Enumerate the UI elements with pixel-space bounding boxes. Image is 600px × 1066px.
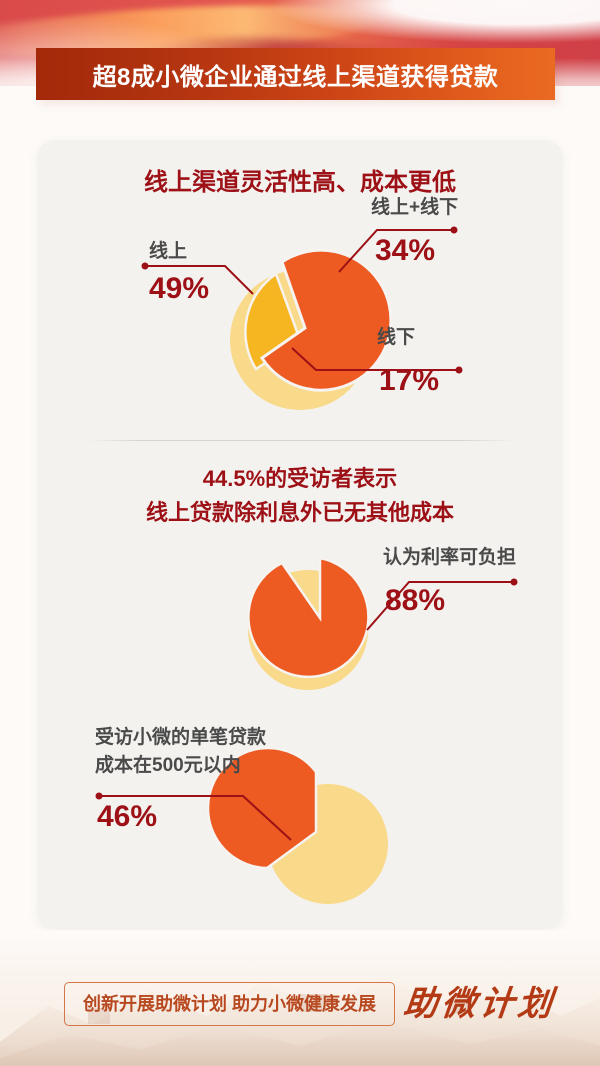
- footer-logo: 助微计划: [401, 984, 558, 1024]
- callout-offline-label: 线下: [377, 327, 416, 348]
- section-divider: [88, 440, 514, 441]
- callout-online-label: 线上: [149, 241, 188, 262]
- leader-line-online: [141, 252, 281, 302]
- content-card: 线上渠道灵活性高、成本更低 线上 49%: [37, 140, 563, 930]
- leader-line-offline: [274, 347, 474, 392]
- chart-channels-pie: [204, 244, 404, 414]
- leader-line-online-offline: [309, 210, 469, 276]
- callout-online: 线上 49%: [149, 240, 209, 306]
- great-wall-mountain-illustration: [0, 976, 600, 1066]
- callout-ticket-label-line2: 成本在500元以内: [95, 755, 241, 776]
- callout-offline-value: 17%: [379, 364, 440, 397]
- chart-affordable-rate-pie: [222, 552, 412, 702]
- callout-online-value: 49%: [149, 272, 210, 305]
- section-channels-title: 线上渠道灵活性高、成本更低: [144, 169, 456, 196]
- callout-affordable-value: 88%: [385, 584, 446, 617]
- callout-ticket-value: 46%: [97, 800, 158, 833]
- page-title: 超8成小微企业通过线上渠道获得贷款: [92, 63, 499, 91]
- footer-slogan: 创新开展助微计划 助力小微健康发展: [64, 982, 395, 1026]
- section-cost-title-line1: 44.5%的受访者表示: [202, 466, 398, 491]
- callout-ticket-label-line1: 受访小微的单笔贷款: [95, 727, 267, 748]
- callout-online-offline-value: 34%: [375, 234, 436, 267]
- leader-line-affordable: [339, 560, 539, 640]
- section-cost-title: 44.5%的受访者表示 线上贷款除利息外已无其他成本: [37, 462, 563, 530]
- pie-slice-affordable: [247, 556, 370, 679]
- poster-footer: 创新开展助微计划 助力小微健康发展 助微计划: [0, 930, 600, 1066]
- callout-affordable-label: 认为利率可负担: [383, 547, 517, 568]
- callout-online-offline-label: 线上+线下: [371, 197, 459, 218]
- callout-offline: 线下 17%: [377, 326, 439, 398]
- callout-ticket: 受访小微的单笔贷款 成本在500元以内 46%: [95, 726, 266, 834]
- pie-slice-online-offline: [259, 248, 393, 392]
- callout-affordable: 认为利率可负担 88%: [383, 546, 516, 618]
- poster-title-bar: 超8成小微企业通过线上渠道获得贷款: [36, 48, 555, 100]
- section-cost-title-line2: 线上贷款除利息外已无其他成本: [145, 500, 454, 525]
- leader-line-ticket: [95, 780, 315, 860]
- callout-online-offline: 线上+线下 34%: [371, 196, 458, 268]
